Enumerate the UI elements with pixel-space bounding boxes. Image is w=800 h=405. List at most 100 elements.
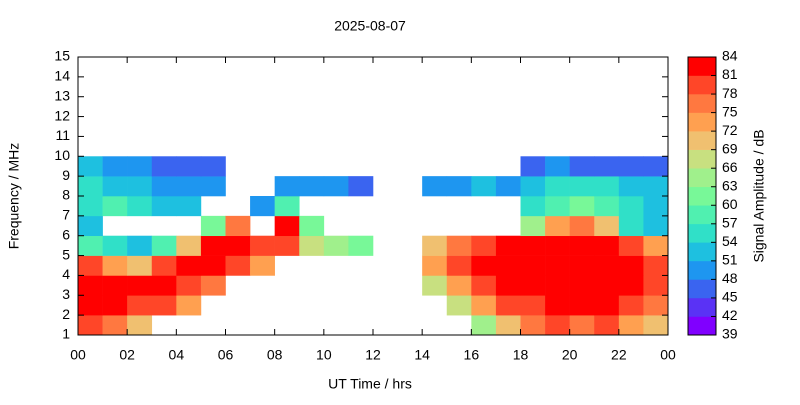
heat-cell	[102, 255, 128, 276]
heat-cell	[250, 235, 275, 256]
heat-cell	[643, 215, 669, 237]
heat-cell	[520, 215, 546, 237]
heat-cell	[176, 156, 202, 177]
y-tick-label: 15	[54, 48, 70, 64]
heat-cell	[348, 176, 374, 197]
heat-cell	[200, 275, 226, 296]
colorbar-tick-label: 78	[722, 85, 738, 101]
colorbar-band	[688, 131, 716, 150]
heat-cell	[569, 176, 595, 197]
heat-cell	[127, 176, 153, 197]
heat-cell	[299, 176, 325, 197]
heat-cell	[594, 156, 620, 177]
heat-cell	[78, 196, 103, 217]
y-tick-label: 7	[62, 207, 70, 223]
heat-cell	[78, 295, 103, 316]
heat-cell	[151, 235, 177, 256]
heat-cell	[274, 176, 300, 197]
heat-cell	[176, 176, 202, 197]
heat-cell	[274, 235, 300, 256]
heat-cell	[176, 255, 202, 276]
y-tick-label: 6	[62, 226, 70, 242]
heat-cell	[495, 315, 521, 336]
y-tick-label: 1	[62, 326, 70, 342]
colorbar-frame	[687, 56, 717, 336]
heat-cell	[151, 255, 177, 276]
colorbar-tick-label: 72	[722, 122, 738, 138]
y-axis-label: Frequency / MHz	[6, 143, 22, 250]
x-tick-label: 10	[316, 347, 332, 363]
heat-cell	[151, 275, 177, 296]
heat-cell	[471, 295, 497, 316]
heat-cell	[643, 275, 669, 296]
heat-cell	[102, 156, 128, 177]
heat-cell	[545, 196, 570, 217]
heat-cell	[78, 255, 103, 276]
heat-cell	[250, 255, 275, 276]
heat-cell	[569, 215, 595, 237]
heat-cell	[102, 295, 128, 316]
heat-cell	[643, 176, 669, 197]
heat-cell	[151, 196, 177, 217]
heat-cell	[323, 176, 349, 197]
heat-cell	[569, 235, 595, 256]
colorbar-tick-label: 48	[722, 270, 738, 286]
heat-cell	[545, 215, 570, 237]
heat-cell	[545, 156, 570, 177]
x-tick-label: 12	[365, 347, 381, 363]
heat-cell	[471, 275, 497, 296]
x-tick-label: 02	[119, 347, 135, 363]
heat-cell	[520, 275, 546, 296]
heat-cell	[594, 235, 620, 256]
y-tick-label: 11	[55, 127, 70, 143]
heat-cell	[520, 196, 546, 217]
heat-cell	[422, 255, 448, 276]
colorbar-band	[688, 75, 716, 95]
heat-cell	[618, 176, 644, 197]
colorbar-label: Signal Amplitude / dB	[751, 129, 767, 262]
heat-cell	[102, 176, 128, 197]
heat-cell	[594, 315, 620, 336]
y-tick-label: 12	[54, 107, 70, 123]
heat-cell	[471, 255, 497, 276]
heat-cell	[520, 255, 546, 276]
heat-cell	[569, 315, 595, 336]
heat-cell	[643, 156, 669, 177]
heat-cell	[78, 156, 103, 177]
x-tick-label: 18	[513, 347, 529, 363]
heat-cell	[594, 196, 620, 217]
heat-cell	[200, 255, 226, 276]
heat-cell	[422, 176, 448, 197]
heat-cell	[569, 295, 595, 316]
heat-cell	[274, 215, 300, 237]
heat-cell	[618, 275, 644, 296]
y-tick-label: 3	[62, 286, 70, 302]
heat-cell	[569, 196, 595, 217]
heat-cell	[643, 315, 669, 336]
colorbar-band	[688, 297, 716, 317]
heat-cell	[594, 275, 620, 296]
colorbar-band	[688, 149, 716, 169]
x-tick-label: 06	[218, 347, 234, 363]
heat-cell	[127, 235, 153, 256]
heat-cell	[127, 315, 153, 336]
heat-cell	[643, 295, 669, 316]
heat-cell	[200, 235, 226, 256]
heat-cell	[127, 295, 153, 316]
heat-cell	[520, 176, 546, 197]
heat-cell	[545, 255, 570, 276]
heat-cell	[446, 176, 472, 197]
heat-cell	[102, 196, 128, 217]
heat-cell	[643, 255, 669, 276]
heat-cell	[225, 235, 251, 256]
colorbar-tick-label: 45	[722, 289, 738, 305]
heat-cell	[422, 235, 448, 256]
heat-cell	[520, 295, 546, 316]
x-axis-label: UT Time / hrs	[328, 376, 412, 392]
heat-cell	[471, 235, 497, 256]
heat-cell	[176, 235, 202, 256]
colorbar-tick-label: 69	[722, 140, 738, 156]
heat-cell	[569, 275, 595, 296]
heat-cell	[250, 196, 275, 217]
